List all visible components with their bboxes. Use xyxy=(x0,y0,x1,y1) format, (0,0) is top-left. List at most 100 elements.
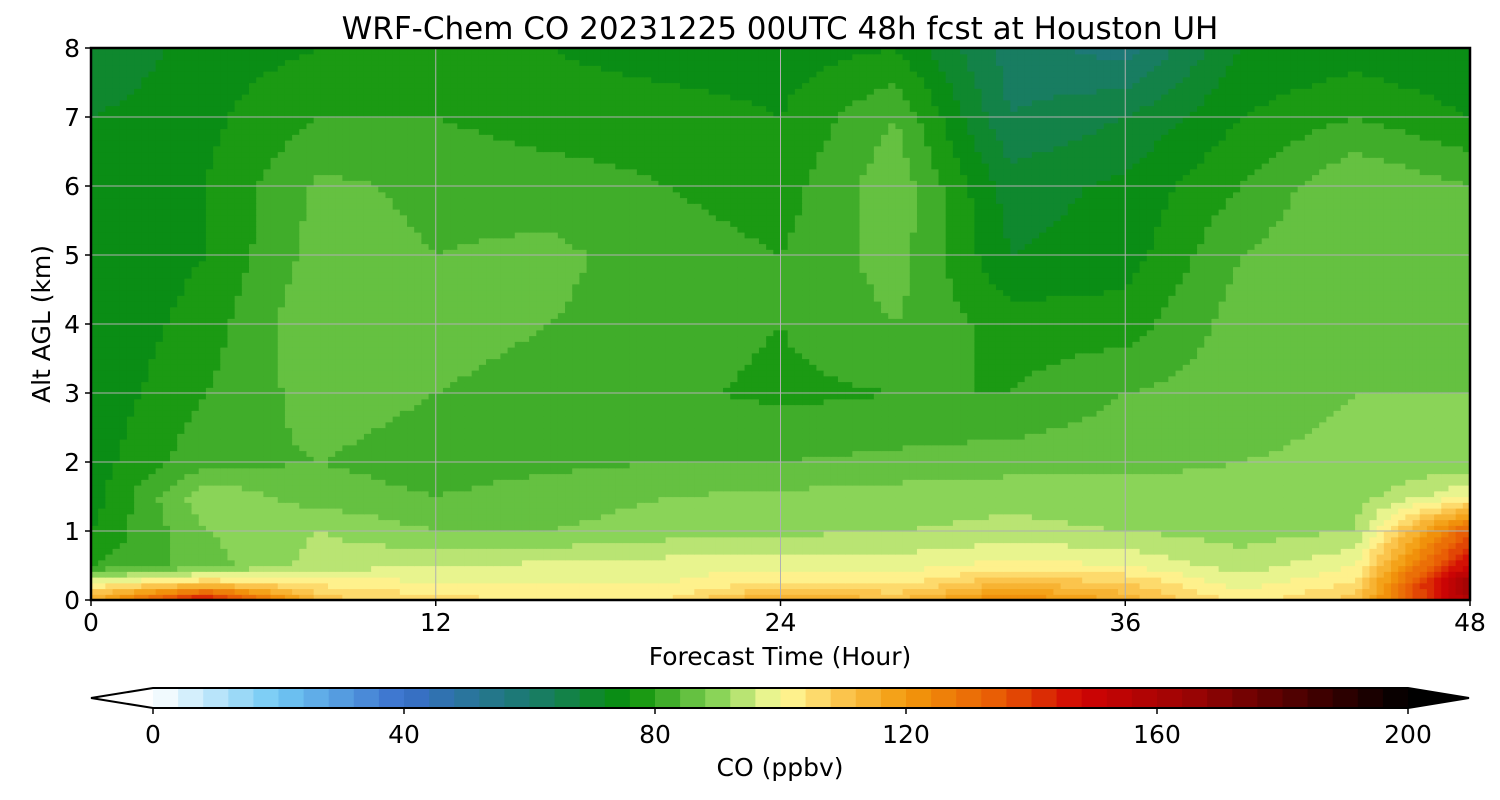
heatmap-cell xyxy=(1448,560,1456,566)
heatmap-cell xyxy=(917,571,925,577)
heatmap-cell xyxy=(831,543,839,549)
heatmap-cell xyxy=(737,571,745,577)
heatmap-cell xyxy=(1456,589,1464,595)
heatmap-cell xyxy=(213,531,221,537)
heatmap-cell xyxy=(709,548,717,554)
heatmap-cell xyxy=(622,589,630,595)
heatmap-cell xyxy=(1362,560,1370,566)
heatmap-cell xyxy=(960,543,968,549)
heatmap-cell xyxy=(888,577,896,583)
heatmap-cell xyxy=(622,554,630,560)
heatmap-cell xyxy=(271,560,279,566)
heatmap-cell xyxy=(256,531,264,537)
heatmap-cell xyxy=(206,560,214,566)
heatmap-cell xyxy=(1456,571,1464,577)
heatmap-cell xyxy=(1384,560,1392,566)
heatmap-cell xyxy=(177,560,185,566)
heatmap-cell xyxy=(558,548,566,554)
heatmap-cell xyxy=(98,583,106,589)
heatmap-cell xyxy=(989,531,997,537)
heatmap-cell xyxy=(1434,554,1442,560)
heatmap-cell xyxy=(1240,531,1248,537)
heatmap-cell xyxy=(184,543,192,549)
heatmap-cell xyxy=(565,531,573,537)
heatmap-cell xyxy=(594,531,602,537)
heatmap-cell xyxy=(1290,537,1298,543)
heatmap-cell xyxy=(1075,566,1083,572)
heatmap-cell xyxy=(508,577,516,583)
heatmap-cell xyxy=(249,543,257,549)
heatmap-cell xyxy=(357,548,365,554)
heatmap-cell xyxy=(378,537,386,543)
heatmap-cell xyxy=(766,560,774,566)
heatmap-cell xyxy=(903,543,911,549)
heatmap-cell xyxy=(141,548,149,554)
heatmap-cell xyxy=(192,543,200,549)
heatmap-cell xyxy=(1147,583,1155,589)
heatmap-cell xyxy=(421,531,429,537)
heatmap-cell xyxy=(630,531,638,537)
heatmap-cell xyxy=(105,577,113,583)
heatmap-cell xyxy=(895,548,903,554)
heatmap-cell xyxy=(98,566,106,572)
heatmap-cell xyxy=(306,531,314,537)
heatmap-cell xyxy=(737,566,745,572)
heatmap-cell xyxy=(572,537,580,543)
heatmap-cell xyxy=(1247,566,1255,572)
heatmap-cell xyxy=(895,554,903,560)
heatmap-cell xyxy=(486,566,494,572)
heatmap-cell xyxy=(141,566,149,572)
heatmap-cell xyxy=(285,560,293,566)
heatmap-cell xyxy=(1384,554,1392,560)
heatmap-cell xyxy=(903,548,911,554)
heatmap-cell xyxy=(1262,560,1270,566)
heatmap-cell xyxy=(414,560,422,566)
heatmap-cell xyxy=(1211,577,1219,583)
heatmap-cell xyxy=(1132,548,1140,554)
heatmap-cell xyxy=(1226,577,1234,583)
heatmap-cell xyxy=(1369,543,1377,549)
heatmap-cell xyxy=(357,566,365,572)
heatmap-cell xyxy=(393,554,401,560)
heatmap-cell xyxy=(141,537,149,543)
heatmap-cell xyxy=(400,537,408,543)
heatmap-cell xyxy=(1290,571,1298,577)
heatmap-cell xyxy=(1147,589,1155,595)
heatmap-cell xyxy=(385,566,393,572)
heatmap-cell xyxy=(350,543,358,549)
heatmap-cell xyxy=(1420,583,1428,589)
heatmap-cell xyxy=(1046,583,1054,589)
heatmap-cell xyxy=(1262,543,1270,549)
heatmap-cell xyxy=(773,589,781,595)
heatmap-cell xyxy=(156,543,164,549)
heatmap-cell xyxy=(536,554,544,560)
heatmap-cell xyxy=(687,577,695,583)
heatmap-cell xyxy=(1427,543,1435,549)
heatmap-cell xyxy=(479,571,487,577)
heatmap-cell xyxy=(1226,537,1234,543)
heatmap-cell xyxy=(1061,589,1069,595)
heatmap-cell xyxy=(1125,537,1133,543)
heatmap-cell xyxy=(271,548,279,554)
heatmap-cell xyxy=(752,583,760,589)
heatmap-cell xyxy=(285,566,293,572)
heatmap-cell xyxy=(371,537,379,543)
heatmap-cell xyxy=(737,554,745,560)
heatmap-cell xyxy=(515,571,523,577)
heatmap-cell xyxy=(888,571,896,577)
heatmap-cell xyxy=(1391,571,1399,577)
heatmap-cell xyxy=(378,543,386,549)
heatmap-cell xyxy=(608,554,616,560)
heatmap-cell xyxy=(831,571,839,577)
heatmap-cell xyxy=(788,583,796,589)
heatmap-cell xyxy=(666,543,674,549)
heatmap-cell xyxy=(414,531,422,537)
heatmap-cell xyxy=(1039,560,1047,566)
heatmap-cell xyxy=(543,560,551,566)
heatmap-cell xyxy=(342,531,350,537)
heatmap-cell xyxy=(867,571,875,577)
heatmap-cell xyxy=(1290,531,1298,537)
heatmap-cell xyxy=(730,577,738,583)
heatmap-cell xyxy=(141,577,149,583)
heatmap-cell xyxy=(1161,583,1169,589)
